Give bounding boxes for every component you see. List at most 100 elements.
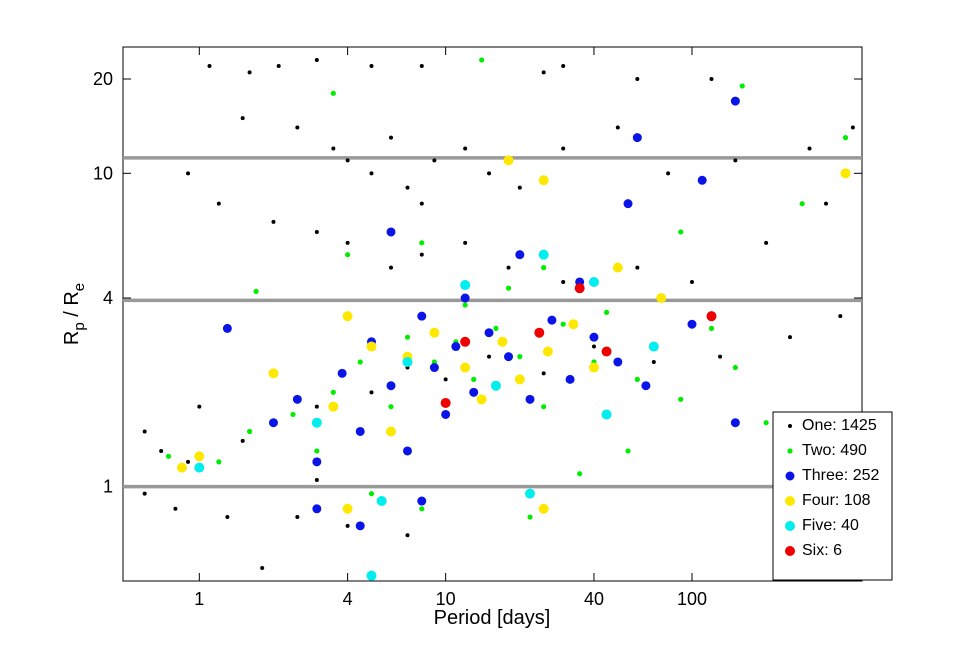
point bbox=[807, 146, 812, 151]
point bbox=[271, 219, 276, 224]
point bbox=[541, 371, 546, 376]
legend-label: One: 1425 bbox=[802, 417, 877, 434]
point bbox=[173, 506, 178, 511]
point bbox=[463, 240, 468, 245]
point bbox=[385, 426, 396, 437]
point bbox=[568, 319, 579, 330]
point bbox=[505, 285, 512, 291]
point bbox=[635, 265, 640, 270]
point bbox=[739, 83, 745, 89]
point bbox=[840, 168, 851, 179]
y-label-sub: e bbox=[71, 283, 88, 291]
point bbox=[601, 346, 612, 357]
point bbox=[312, 457, 322, 467]
point bbox=[314, 229, 319, 234]
point bbox=[388, 404, 394, 410]
point bbox=[487, 354, 492, 359]
point bbox=[484, 328, 494, 338]
point bbox=[697, 175, 707, 185]
y-label-part: R bbox=[61, 331, 83, 345]
point bbox=[429, 327, 440, 338]
legend-label: Six: 6 bbox=[802, 542, 842, 559]
point bbox=[276, 64, 281, 69]
point bbox=[462, 302, 468, 308]
point bbox=[460, 362, 471, 373]
point bbox=[240, 116, 245, 121]
point bbox=[253, 288, 259, 294]
legend-marker bbox=[785, 471, 795, 481]
point bbox=[314, 448, 320, 454]
point bbox=[709, 76, 714, 81]
point bbox=[225, 515, 230, 520]
point bbox=[497, 336, 508, 347]
point bbox=[648, 341, 659, 352]
point bbox=[355, 521, 365, 531]
point bbox=[331, 146, 336, 151]
x-tick-label: 40 bbox=[584, 589, 604, 609]
point bbox=[451, 342, 461, 352]
point bbox=[730, 96, 740, 106]
point bbox=[651, 359, 656, 364]
point bbox=[337, 368, 347, 378]
point bbox=[222, 323, 232, 333]
legend-label: Five: 40 bbox=[802, 517, 859, 534]
point bbox=[479, 57, 485, 63]
point bbox=[186, 171, 191, 176]
point bbox=[850, 125, 855, 130]
point bbox=[824, 201, 829, 206]
point bbox=[799, 201, 805, 207]
point bbox=[635, 76, 640, 81]
point bbox=[517, 354, 523, 360]
point bbox=[197, 404, 202, 409]
plot-area bbox=[123, 47, 862, 581]
legend: One: 1425 Two: 490 Three: 252 Four: 108 Five… bbox=[785, 417, 879, 559]
x-tick-label: 4 bbox=[343, 589, 353, 609]
point bbox=[159, 448, 164, 453]
y-tick-label: 1 bbox=[103, 477, 113, 497]
point bbox=[788, 335, 793, 340]
point bbox=[194, 462, 205, 473]
point bbox=[443, 377, 448, 382]
point bbox=[469, 387, 479, 397]
point bbox=[560, 321, 566, 327]
point bbox=[534, 327, 545, 338]
point bbox=[515, 250, 525, 260]
point bbox=[417, 311, 427, 321]
point bbox=[708, 325, 715, 331]
point bbox=[402, 356, 413, 367]
y-tick-label: 4 bbox=[103, 288, 113, 308]
point bbox=[432, 158, 437, 163]
point bbox=[366, 570, 377, 581]
legend-marker bbox=[785, 546, 795, 556]
point bbox=[656, 293, 667, 304]
point bbox=[764, 240, 769, 245]
point bbox=[603, 309, 610, 315]
point bbox=[490, 380, 501, 391]
point bbox=[404, 334, 411, 340]
point bbox=[678, 396, 684, 402]
point bbox=[678, 229, 684, 235]
point bbox=[541, 404, 547, 410]
point bbox=[216, 459, 222, 465]
point bbox=[314, 57, 319, 62]
x-tick-label: 10 bbox=[436, 589, 456, 609]
point bbox=[538, 503, 549, 514]
point bbox=[405, 185, 410, 190]
point bbox=[176, 462, 187, 473]
point bbox=[142, 491, 147, 496]
plot-frame bbox=[122, 46, 863, 582]
point bbox=[376, 496, 387, 507]
point bbox=[641, 381, 651, 391]
y-tick-label: 10 bbox=[93, 163, 113, 183]
point bbox=[345, 158, 350, 163]
point bbox=[541, 265, 547, 271]
point bbox=[366, 341, 377, 352]
y-label-part: / R bbox=[61, 291, 83, 322]
point bbox=[419, 201, 424, 206]
point bbox=[369, 390, 374, 395]
point bbox=[440, 397, 451, 408]
point bbox=[487, 171, 492, 176]
point bbox=[634, 376, 640, 382]
point bbox=[538, 249, 549, 260]
